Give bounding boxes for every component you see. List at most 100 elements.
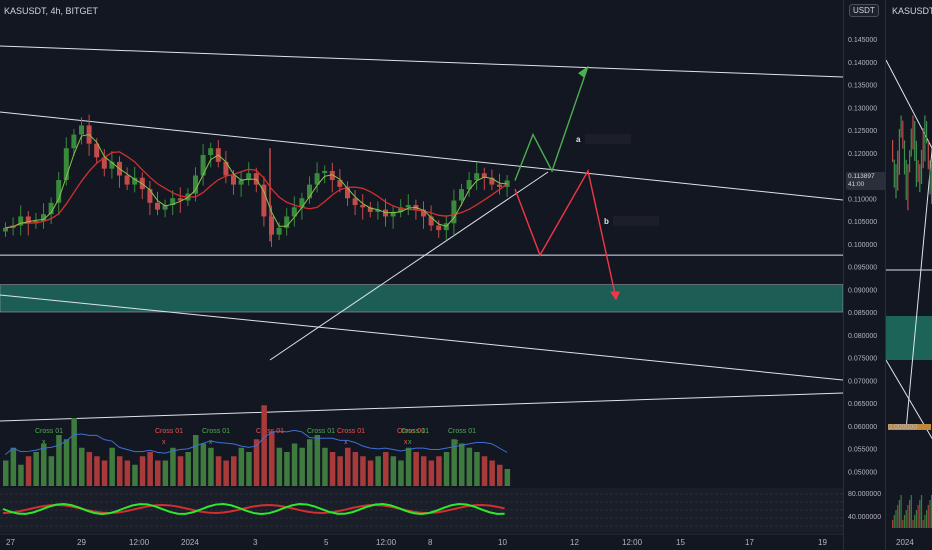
- bearish-candle: [337, 180, 343, 187]
- price-axis-tick: 0.055000: [848, 447, 877, 454]
- volume-bar: [215, 456, 222, 486]
- side-volume-bar: [922, 520, 924, 528]
- bullish-projection-path: [514, 66, 589, 181]
- side-volume-bar: [924, 515, 926, 528]
- side-candle: [902, 120, 904, 149]
- volume-bar: [185, 452, 191, 486]
- bullish-candle: [208, 148, 214, 156]
- bullish-candle: [170, 198, 176, 206]
- cross-signal-marker: x: [408, 439, 412, 446]
- cross-signal-marker: x: [455, 439, 459, 446]
- side-candle: [926, 121, 928, 144]
- bullish-candle: [238, 180, 244, 185]
- bullish-candle: [314, 173, 320, 185]
- price-axis[interactable]: 0.145000 0.140000 0.135000 0.130000 0.125000…: [843, 0, 886, 550]
- bearish-candle: [489, 177, 495, 185]
- volume-bar: [238, 447, 245, 486]
- volume-bar: [139, 456, 146, 486]
- oscillator-main-line: [2, 503, 505, 516]
- volume-bar: [428, 460, 435, 486]
- volume-bar: [443, 452, 450, 486]
- time-axis-tick: 3: [253, 538, 258, 547]
- price-axis-tick: 0.065000: [848, 401, 877, 408]
- bullish-candle: [459, 189, 464, 201]
- cross-signal-label: Cross 01: [397, 428, 425, 435]
- side-candle: [912, 115, 914, 150]
- wave-label-a-box: [585, 134, 631, 144]
- time-axis-tick: 12:00: [376, 538, 397, 547]
- side-candle: [922, 128, 924, 169]
- volume-bar: [147, 452, 153, 486]
- bearish-candle: [360, 205, 366, 208]
- bearish-candle: [497, 184, 502, 187]
- price-chart-canvas[interactable]: a b Cross 01 x Cross 01 x Cross 01 x Cross 01 x Cr…: [0, 0, 843, 550]
- volume-bar: [299, 447, 305, 486]
- bullish-candle: [79, 125, 84, 135]
- bearish-candle: [177, 198, 183, 201]
- volume-bar: [337, 456, 343, 486]
- volume-bar: [291, 443, 298, 486]
- secondary-chart-canvas[interactable]: 0.000000 2024: [886, 0, 932, 550]
- volume-bar: [383, 452, 389, 486]
- volume-bar: [307, 439, 313, 486]
- time-axis-tick: 19: [818, 538, 827, 547]
- volume-bar: [253, 439, 260, 486]
- cross-signal-marker: x: [209, 439, 213, 446]
- volume-bar: [497, 464, 503, 486]
- price-axis-tick: 0.050000: [848, 469, 877, 476]
- side-candle: [919, 164, 921, 193]
- side-volume-bar: [926, 510, 928, 528]
- bullish-candle: [132, 177, 138, 185]
- time-axis-tick: 17: [745, 538, 754, 547]
- volume-bar: [489, 460, 495, 486]
- side-time-tick: 2024: [896, 538, 914, 547]
- bullish-candle: [375, 209, 381, 212]
- price-axis-tick: 0.140000: [848, 60, 877, 67]
- side-volume-bar: [895, 510, 897, 528]
- cross-signal-label: Cross 01: [35, 428, 63, 435]
- side-volume-bar: [907, 505, 909, 528]
- secondary-chart-pane[interactable]: 0.000000 2024 KASUSDT, 4h: [885, 0, 932, 550]
- volume-bar: [231, 456, 237, 486]
- volume-bar: [360, 456, 366, 486]
- price-axis-tick: 0.105000: [848, 219, 877, 226]
- bearish-candle: [94, 143, 100, 158]
- oscillator-axis-tick: 80.000000: [848, 491, 881, 498]
- side-tag-text: 0.000000: [888, 424, 917, 431]
- price-axis-tick: 0.125000: [848, 128, 877, 135]
- volume-bar: [276, 447, 283, 486]
- side-trendline-2: [905, 145, 932, 431]
- bullish-candle: [284, 216, 290, 228]
- volume-bar: [71, 418, 77, 486]
- side-candle: [895, 164, 897, 199]
- side-candle: [920, 149, 923, 184]
- volume-bar: [390, 456, 397, 486]
- price-axis-tick: 0.095000: [848, 265, 877, 272]
- price-axis-tick: 0.090000: [848, 287, 877, 294]
- volume-bar: [177, 456, 184, 486]
- volume-moving-average: [5, 429, 508, 455]
- price-axis-tick: 0.075000: [848, 356, 877, 363]
- side-volume-bar: [912, 520, 914, 528]
- symbol-title[interactable]: KASUSDT, 4h, BITGET: [4, 6, 99, 16]
- secondary-symbol-title[interactable]: KASUSDT, 4h: [892, 6, 932, 16]
- side-volume-bar: [927, 505, 929, 528]
- volume-bar: [329, 452, 336, 486]
- currency-button[interactable]: USDT: [849, 4, 879, 17]
- bearish-candle: [436, 225, 442, 231]
- bullish-candle: [162, 205, 168, 210]
- cross-signal-label: Cross 01: [401, 428, 429, 435]
- descending-resistance-line: [0, 111, 843, 201]
- wave-label-a: a: [576, 135, 581, 144]
- volume-bar: [474, 452, 480, 486]
- price-axis-tick: 0.145000: [848, 37, 877, 44]
- bearish-candle: [124, 175, 130, 185]
- side-volume-bar: [903, 515, 906, 528]
- rising-support-line-long: [0, 392, 843, 422]
- bullish-candle: [200, 155, 206, 176]
- cross-signal-marker: x: [162, 439, 166, 446]
- volume-bar: [10, 447, 17, 486]
- volume-bar: [18, 464, 24, 486]
- main-chart-pane[interactable]: a b Cross 01 x Cross 01 x Cross 01 x Cross 01 x Cr…: [0, 0, 843, 550]
